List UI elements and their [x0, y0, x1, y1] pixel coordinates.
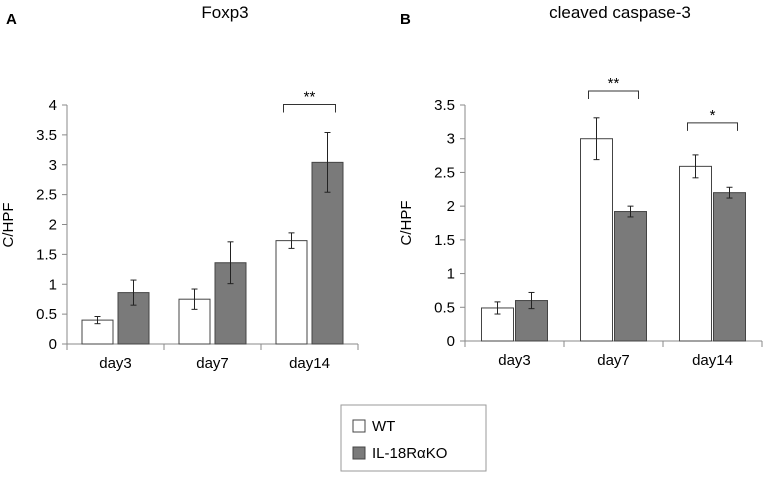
y-tick-label: 3.5: [36, 127, 57, 144]
y-tick-label: 3: [447, 131, 455, 148]
x-category-label: day7: [196, 355, 229, 372]
y-tick-label: 1.5: [36, 246, 57, 263]
chart-title: cleaved caspase-3: [549, 3, 691, 22]
panel-letter: B: [400, 11, 411, 28]
y-tick-label: 2.5: [434, 164, 455, 181]
x-category-label: day3: [498, 352, 531, 369]
y-tick-label: 0: [447, 333, 455, 350]
significance-label: **: [304, 88, 316, 105]
y-tick-label: 0.5: [434, 299, 455, 316]
significance-label: *: [710, 107, 716, 124]
x-category-label: day3: [99, 355, 132, 372]
chart-foxp3: A Foxp3 C/HPF 0 0.5 1 1.5 2 2.5 3 3.5 4 day3 day7 day1…: [0, 3, 359, 372]
legend-swatch-ko: [352, 446, 366, 460]
legend-label-wt: WT: [372, 418, 395, 435]
bar-wt: [679, 165, 712, 342]
x-category-label: day7: [597, 352, 630, 369]
y-axis-label: C/HPF: [0, 203, 17, 248]
panel-letter: A: [6, 11, 17, 28]
y-tick-label: 0: [49, 336, 57, 353]
y-tick-label: 2: [49, 217, 57, 234]
x-category-label: day14: [289, 355, 330, 372]
bar-ko: [614, 211, 647, 342]
significance-bracket: [687, 122, 738, 131]
y-axis-label: C/HPF: [398, 201, 415, 246]
bar-wt: [580, 138, 613, 342]
bar-wt: [275, 240, 308, 345]
legend: WT IL-18RαKO: [340, 404, 487, 472]
y-tick-label: 2.5: [36, 187, 57, 204]
y-tick-label: 1: [447, 266, 455, 283]
chart-title: Foxp3: [201, 3, 248, 22]
y-tick-label: 3.5: [434, 97, 455, 114]
bar-ko: [713, 192, 746, 342]
significance-bracket: [283, 103, 336, 113]
significance-bracket: [588, 90, 639, 99]
y-tick-label: 4: [49, 97, 57, 114]
y-tick-label: 3: [49, 157, 57, 174]
significance-label: **: [608, 75, 620, 92]
y-tick-label: 2: [447, 198, 455, 215]
legend-swatch-wt: [352, 419, 366, 433]
x-category-label: day14: [692, 352, 733, 369]
y-tick-label: 1.5: [434, 232, 455, 249]
legend-frame: [340, 404, 487, 472]
legend-label-ko: IL-18RαKO: [372, 445, 447, 462]
y-tick-label: 1: [49, 276, 57, 293]
y-tick-label: 0.5: [36, 306, 57, 323]
